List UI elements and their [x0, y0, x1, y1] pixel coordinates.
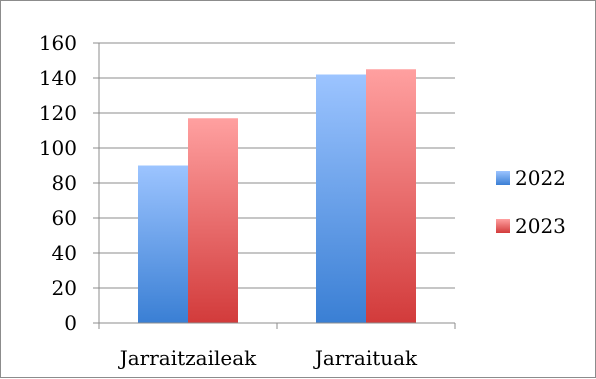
y-tick-labels: 0 20 40 60 80 100 120 140 160: [39, 31, 77, 335]
y-tick-label-20: 20: [52, 276, 77, 300]
legend: 2022 2023: [496, 166, 566, 238]
axes: [93, 42, 456, 329]
legend-swatch-2023: [496, 219, 510, 233]
y-tick-label-40: 40: [52, 241, 77, 265]
bar-2023-jarraitzaileak: [188, 118, 238, 323]
bar-2022-jarraituak: [316, 74, 366, 323]
y-tick-label-60: 60: [52, 206, 77, 230]
x-category-label-0: Jarraitzaileak: [118, 346, 257, 370]
y-tick-label-80: 80: [52, 171, 77, 195]
bar-2022-jarraitzaileak: [138, 165, 188, 323]
x-category-labels: Jarraitzaileak Jarraituak: [118, 346, 418, 370]
y-tick-label-120: 120: [39, 101, 77, 125]
y-tick-label-0: 0: [64, 311, 77, 335]
x-category-label-1: Jarraituak: [313, 346, 418, 370]
y-tick-label-140: 140: [39, 66, 77, 90]
y-tick-label-160: 160: [39, 31, 77, 55]
legend-label-2022: 2022: [515, 166, 566, 190]
y-tick-label-100: 100: [39, 136, 77, 160]
bars: [138, 69, 416, 323]
legend-swatch-2022: [496, 171, 510, 185]
bar-2023-jarraituak: [366, 69, 416, 323]
legend-label-2023: 2023: [515, 214, 566, 238]
